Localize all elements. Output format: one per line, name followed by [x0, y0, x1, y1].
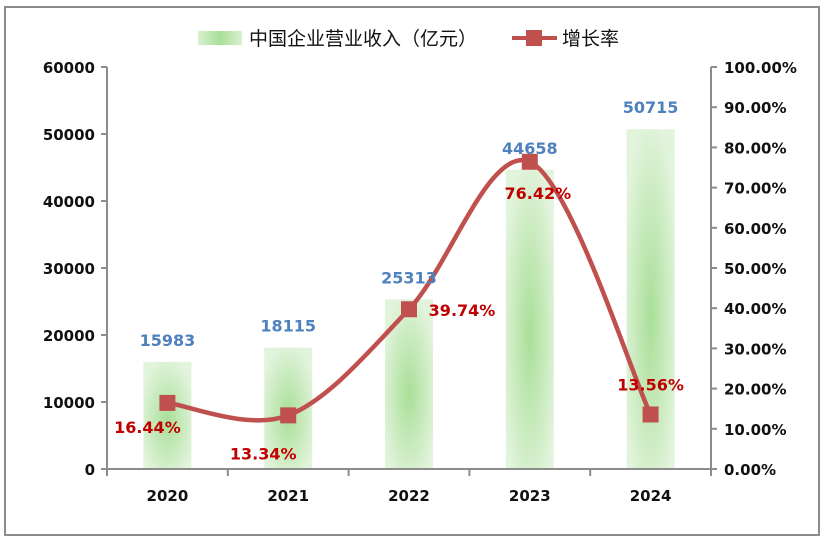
x-axis-tick-label: 2021 [267, 487, 309, 505]
data-labels: 15983 18115 25313 44658 50715 16.44% 13.34% 39.… [114, 98, 684, 463]
line-marker [401, 301, 417, 318]
x-axis-tick-label: 2020 [147, 487, 189, 505]
right-axis-tick-label: 30.00% [724, 340, 786, 358]
growth-rate-line [165, 157, 653, 423]
x-axis-tick-label: 2023 [509, 487, 551, 505]
chart-frame [4, 6, 820, 536]
line-data-label: 76.42% [504, 184, 571, 203]
right-axis-tick-label: 20.00% [724, 381, 786, 399]
left-axis-tick-label: 20000 [43, 327, 95, 345]
line-marker [521, 153, 538, 170]
left-axis-tick-label: 40000 [43, 193, 95, 211]
bar [505, 169, 554, 470]
bar-series [143, 129, 675, 470]
bar-data-label: 18115 [260, 317, 316, 336]
left-axis-tick-label: 30000 [43, 260, 95, 278]
right-axis-tick-label: 70.00% [724, 180, 786, 198]
legend: 中国企业营业收入（亿元） 增长率 [198, 28, 619, 50]
bar-data-label: 25313 [381, 268, 437, 287]
right-axis-tick-label: 40.00% [724, 300, 786, 318]
right-axis-tick-label: 100.00% [724, 59, 797, 77]
line-data-label: 13.34% [230, 444, 297, 463]
line-series [159, 153, 659, 424]
left-axis-tick-label: 10000 [43, 394, 95, 412]
line-data-label: 39.74% [429, 301, 496, 320]
legend-bar-swatch [198, 31, 242, 45]
right-axis-tick-label: 60.00% [724, 220, 786, 238]
left-axis-tick-label: 50000 [43, 126, 95, 144]
right-axis-tick-label: 80.00% [724, 139, 786, 157]
line-data-label: 13.56% [617, 375, 684, 394]
legend-line-marker [526, 30, 542, 46]
bar [143, 361, 192, 469]
left-axis-tick-label: 60000 [43, 59, 95, 77]
x-axis-tick-label: 2022 [388, 487, 430, 505]
line-marker [159, 394, 176, 411]
line-data-label: 16.44% [114, 418, 181, 437]
right-axis-tick-label: 0.00% [724, 461, 776, 479]
line-marker [642, 406, 659, 423]
bar-data-label: 50715 [623, 98, 679, 117]
bar-data-label: 44658 [502, 139, 558, 158]
legend-bar-label: 中国企业营业收入（亿元） [249, 28, 477, 50]
legend-line-label: 增长率 [562, 28, 619, 50]
axes: 0 10000 20000 30000 40000 50000 60000 0.00% 10.0… [43, 59, 797, 505]
left-axis-tick-label: 0 [85, 461, 95, 479]
x-axis-tick-label: 2024 [630, 487, 672, 505]
bar-data-label: 15983 [140, 331, 196, 350]
right-axis-tick-label: 50.00% [724, 260, 786, 278]
right-axis-tick-label: 90.00% [724, 99, 786, 117]
line-marker [280, 407, 297, 424]
right-axis-tick-label: 10.00% [724, 421, 786, 439]
